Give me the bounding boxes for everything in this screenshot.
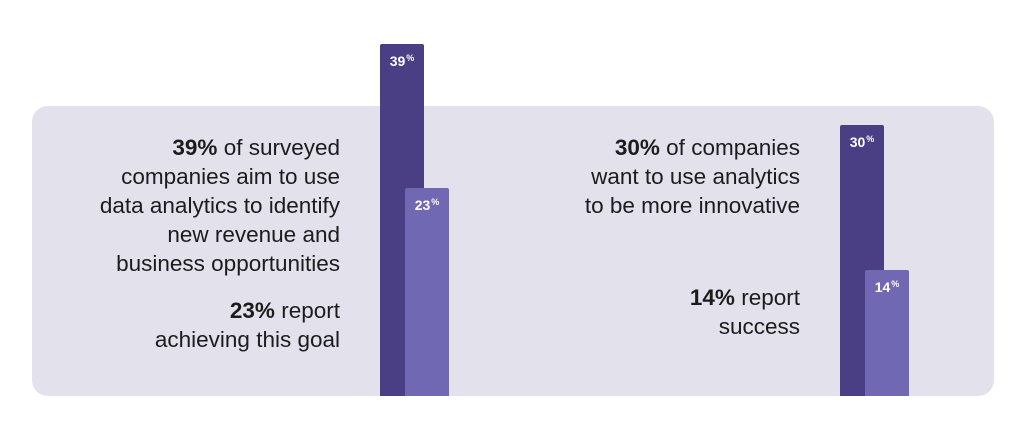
left-stat-primary-value: 39%: [172, 135, 218, 160]
right-stat-secondary-value: 14%: [689, 285, 735, 310]
left-stat-secondary-line-1: report: [281, 298, 340, 323]
left-stat-secondary-line-2: achieving this goal: [154, 327, 340, 352]
right-stat-secondary: 14% report success: [690, 283, 800, 341]
right-stat-primary-value: 30%: [614, 135, 660, 160]
right-stat-primary-line-3: to be more innovative: [584, 193, 800, 218]
left-bar-23-label: 23%: [414, 197, 440, 213]
right-stat-primary-line-1: of companies: [666, 135, 800, 160]
left-stat-primary-line-5: business opportunities: [116, 251, 340, 276]
right-bar-14: [865, 270, 909, 396]
background-panel: [32, 106, 994, 396]
left-stat-primary-line-1: of surveyed: [223, 135, 340, 160]
right-bar-30-label: 30%: [849, 134, 875, 150]
right-stat-secondary-line-1: report: [741, 285, 800, 310]
right-stat-primary-line-2: want to use analytics: [591, 164, 800, 189]
left-bar-39-label: 39%: [389, 53, 415, 69]
right-stat-primary: 30% of companies want to use analytics t…: [585, 133, 800, 220]
left-stat-primary: 39% of surveyed companies aim to use dat…: [100, 133, 340, 278]
left-stat-primary-line-4: new revenue and: [167, 222, 340, 247]
right-bar-14-label: 14%: [874, 279, 900, 295]
left-stat-primary-line-3: data analytics to identify: [99, 193, 340, 218]
left-stat-secondary: 23% report achieving this goal: [155, 296, 340, 354]
left-stat-primary-line-2: companies aim to use: [121, 164, 340, 189]
right-stat-secondary-line-2: success: [718, 314, 800, 339]
left-bar-23: [405, 188, 449, 396]
left-stat-secondary-value: 23%: [229, 298, 275, 323]
